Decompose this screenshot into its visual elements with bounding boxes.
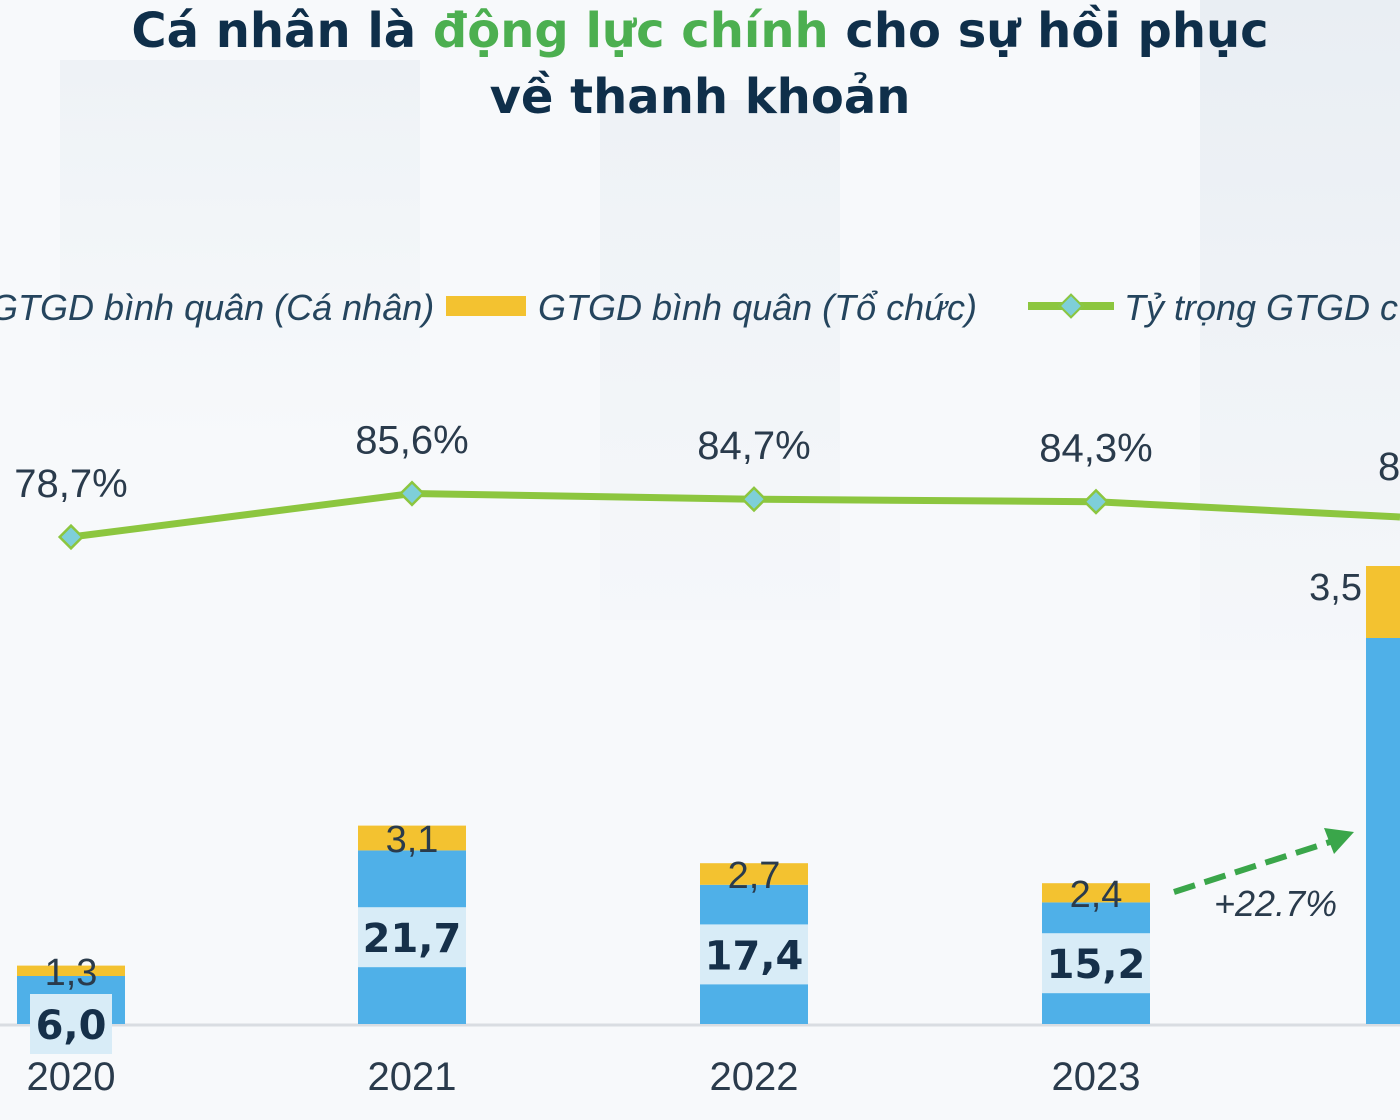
bar-institution-2022	[700, 863, 808, 885]
data-label-individual-2022: 17,4	[705, 933, 804, 979]
title-part1: Cá nhân là	[131, 3, 433, 59]
data-label-institution-2: 3,5	[1309, 567, 1362, 609]
share-marker-2023	[1082, 488, 1110, 515]
data-label-box-individual	[700, 924, 808, 985]
data-label-share-2023: 84,3%	[1039, 427, 1152, 471]
bar-institution-2021	[358, 825, 466, 851]
legend-label-institution: GTGD bình quân (Tổ chức)	[538, 287, 977, 328]
title-highlight: động lực chính	[432, 3, 829, 59]
data-label-share-2021: 85,6%	[355, 419, 468, 463]
title-part2: cho sự hồi phục	[828, 3, 1269, 59]
x-tick-label-2020: 2020	[27, 1055, 116, 1099]
data-label-individual-2021: 21,7	[363, 916, 462, 962]
data-label-share-2: 8	[1378, 445, 1400, 489]
bar-institution-2020	[17, 965, 125, 976]
data-label-share-2022: 84,7%	[697, 424, 810, 468]
data-label-institution-2023: 2,4	[1070, 874, 1123, 916]
chart-title: Cá nhân là động lực chính cho sự hồi phụ…	[0, 0, 1400, 130]
background-pane	[60, 60, 420, 440]
data-label-individual-2020: 6,0	[36, 1003, 107, 1049]
x-tick-label-2022: 2022	[710, 1055, 799, 1099]
data-label-box-individual	[358, 907, 466, 968]
title-line2: về thanh khoản	[489, 69, 911, 125]
growth-arrow-head	[1324, 828, 1354, 854]
share-marker-2022	[740, 486, 768, 513]
data-label-institution-2022: 2,7	[728, 855, 781, 897]
data-label-share-2020: 78,7%	[14, 462, 127, 506]
legend-swatch-institution	[446, 296, 526, 316]
legend: GTGD bình quân (Cá nhân) GTGD bình quân …	[0, 280, 1400, 340]
data-label-individual-2023: 15,2	[1047, 942, 1146, 988]
series-line-share	[70, 490, 1400, 541]
data-label-institution-2021: 3,1	[386, 819, 439, 861]
share-marker-2020	[57, 523, 85, 551]
data-label-box-individual	[1042, 933, 1150, 994]
background-pane	[1200, 0, 1400, 660]
bar-individual-2	[1366, 638, 1400, 1024]
growth-annotation: +22.7%	[1214, 883, 1337, 924]
bar-institution-2	[1366, 566, 1400, 638]
share-marker-2021	[398, 480, 426, 507]
data-label-institution-2020: 1,3	[45, 952, 98, 994]
bar-institution-2023	[1042, 883, 1150, 903]
x-tick-label-2023: 2023	[1052, 1055, 1141, 1099]
legend-label-individual: GTGD bình quân (Cá nhân)	[0, 287, 435, 328]
x-tick-label-2021: 2021	[368, 1055, 457, 1099]
background-pane	[600, 100, 840, 620]
growth-arrow-line	[1173, 839, 1331, 895]
legend-label-share: Tỷ trọng GTGD c	[1124, 287, 1399, 328]
data-label-box-individual	[30, 994, 112, 1054]
